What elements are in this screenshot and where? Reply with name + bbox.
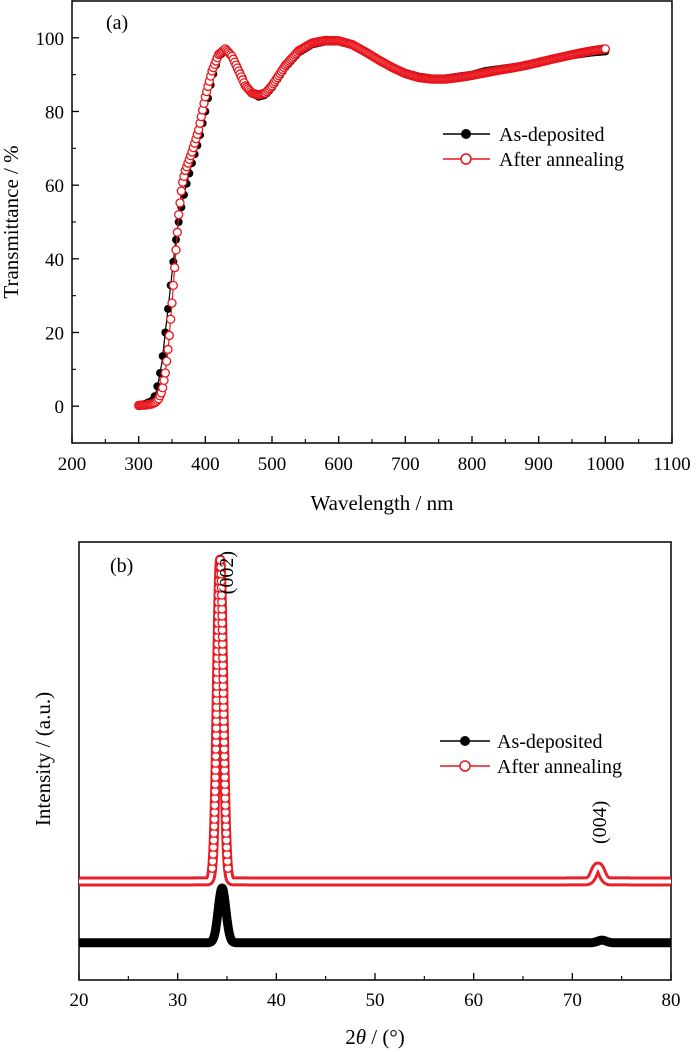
data-point — [170, 263, 180, 273]
y-axis-label: Transmittance / % — [0, 145, 23, 298]
series-trace — [74, 554, 676, 887]
y-tick-label: 20 — [45, 324, 64, 345]
x-axis-label: Wavelength / nm — [311, 491, 454, 515]
x-tick-label: 500 — [258, 454, 287, 475]
x-tick-label: 80 — [662, 990, 681, 1011]
y-tick-label: 40 — [45, 250, 64, 271]
y-tick-label: 80 — [45, 103, 64, 124]
data-point — [168, 280, 178, 291]
y-tick-label: 100 — [36, 29, 65, 50]
data-point — [164, 330, 174, 341]
x-tick-label: 40 — [267, 990, 286, 1011]
x-tick-label: 50 — [366, 990, 385, 1011]
panel-label: (b) — [110, 555, 133, 577]
x-tick-label: 70 — [563, 990, 582, 1011]
panel-b-xrd-chart: 20 30 40 50 60 70 80 2θ / (°) Intensity / (a.u.)… — [31, 541, 681, 1049]
x-tick-label: 1000 — [586, 454, 624, 475]
data-point — [171, 245, 181, 255]
legend-label: After annealing — [497, 756, 622, 778]
data-point — [158, 383, 168, 393]
data-point — [172, 235, 180, 244]
y-axis-label: Intensity / (a.u.) — [31, 692, 55, 826]
data-point — [215, 555, 225, 565]
x-tick-label: 20 — [70, 990, 89, 1011]
data-point — [600, 44, 610, 54]
data-point — [176, 186, 186, 196]
legend-marker — [460, 153, 472, 165]
data-point — [172, 227, 182, 237]
panel-label: (a) — [106, 12, 128, 34]
x-tick-label: 1100 — [653, 454, 690, 475]
legend-marker — [461, 129, 471, 139]
legend-marker — [460, 736, 470, 746]
data-point — [166, 314, 176, 324]
legend-label: As-deposited — [497, 731, 603, 753]
x-axis-label-prefix: 2 — [345, 1025, 356, 1049]
data-point — [162, 356, 172, 366]
x-tick-label: 600 — [324, 454, 353, 475]
series-as-deposited — [74, 883, 676, 948]
x-tick-label: 200 — [58, 454, 87, 475]
x-axis-label: 2θ / (°) — [345, 1025, 405, 1049]
series-after-annealing — [74, 554, 676, 887]
legend: As-deposited After annealing — [443, 124, 624, 171]
legend-label: After annealing — [499, 149, 624, 171]
data-point — [163, 344, 173, 355]
series-trace — [74, 883, 676, 948]
x-tick-label: 400 — [191, 454, 220, 475]
x-tick-label: 60 — [464, 990, 483, 1011]
peak-label: (004) — [589, 801, 611, 844]
peak-label: (002) — [216, 551, 238, 594]
data-point — [167, 298, 177, 308]
x-axis-label-suffix: / (°) — [366, 1025, 405, 1049]
panel-a-transmittance-chart: 200 300 400 500 600 700 800 900 1000 1100 0 20 40 60 8… — [0, 0, 691, 515]
legend-label: As-deposited — [499, 124, 605, 146]
series-trace-inner — [77, 557, 673, 884]
x-tick-label: 900 — [524, 454, 553, 475]
data-point — [174, 209, 184, 220]
legend: As-deposited After annealing — [440, 731, 622, 778]
x-tick-label: 30 — [168, 990, 187, 1011]
legend-marker — [459, 760, 471, 772]
x-tick-label: 300 — [124, 454, 153, 475]
x-tick-label: 800 — [458, 454, 487, 475]
y-tick-label: 60 — [45, 176, 64, 197]
series-after-annealing — [134, 35, 610, 411]
data-point — [160, 368, 170, 378]
data-point — [159, 375, 169, 386]
y-tick-label: 0 — [55, 397, 65, 418]
data-point — [175, 198, 185, 208]
x-axis-label-symbol: θ — [356, 1025, 366, 1049]
x-tick-label: 700 — [391, 454, 420, 475]
